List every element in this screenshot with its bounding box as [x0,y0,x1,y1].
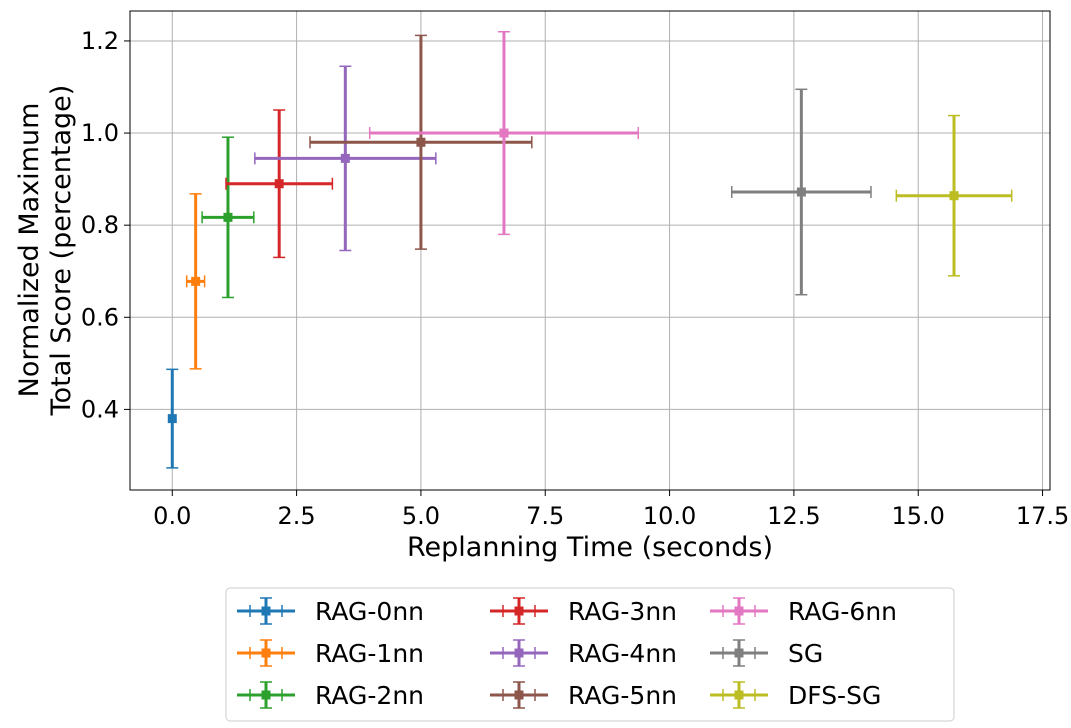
y-tick-label: 0.8 [81,211,119,239]
data-point [274,179,284,189]
y-axis: 0.4 0.6 0.8 1.0 1.2 [81,27,130,423]
error-bar-rag-2nn [201,136,255,299]
legend-label: RAG-1nn [315,639,424,668]
series-layer [166,30,1013,469]
error-bar-rag-5nn [309,34,533,250]
legend-label: RAG-4nn [568,639,677,668]
error-bar-sg [730,88,872,296]
y-axis-label-line-1-text: Normalized Maximum [14,103,45,398]
error-bar-rag-0nn [166,368,179,469]
legend-label: RAG-3nn [568,597,677,626]
x-tick-label: 10.0 [643,502,696,530]
legend: RAG-0nn RAG-1nn RAG-2nn RAG-3nn RAG-4nn RAG-5… [225,587,955,722]
legend-item-rag-4nn: RAG-4nn [490,639,677,668]
data-point [223,212,233,222]
data-point [499,128,509,138]
x-tick-label: 0.0 [153,502,191,530]
error-bar-dfs-sg [895,114,1013,277]
legend-marker [514,690,524,700]
legend-marker [261,648,271,658]
data-point [167,414,177,424]
x-tick-label: 2.5 [278,502,316,530]
legend-label: DFS-SG [788,681,881,710]
legend-label: RAG-6nn [788,597,897,626]
legend-item-rag-3nn: RAG-3nn [490,597,677,626]
legend-item-rag-2nn: RAG-2nn [237,681,424,710]
legend-item-rag-5nn: RAG-5nn [490,681,677,710]
legend-label: RAG-5nn [568,681,677,710]
y-tick-label: 0.4 [81,395,119,423]
legend-frame [225,587,955,722]
y-tick-label: 1.2 [81,27,119,55]
y-tick-label: 0.6 [81,303,119,331]
error-bar-rag-1nn [185,193,206,370]
data-point [949,191,959,201]
x-axis-label: Replanning Time (seconds) [407,532,773,563]
data-point [796,187,806,197]
legend-marker [734,690,744,700]
legend-label: RAG-2nn [315,681,424,710]
legend-item-dfs-sg: DFS-SG [710,681,881,710]
legend-marker [261,690,271,700]
legend-item-rag-0nn: RAG-0nn [237,597,424,626]
data-point [191,276,201,286]
legend-label: SG [788,639,823,668]
y-axis-label-line-2-text: Total Score (percentage) [46,85,77,417]
error-bar-rag-4nn [254,65,437,252]
grid [130,11,1050,490]
plot-background [130,11,1050,490]
plot-frame [129,10,1051,491]
data-point [416,137,426,147]
x-axis: 0.0 2.5 5.0 7.5 10.0 12.5 15.0 17.5 [153,490,1069,530]
legend-marker [514,648,524,658]
legend-marker [734,606,744,616]
legend-marker [734,648,744,658]
legend-label: RAG-0nn [315,597,424,626]
y-axis-label-group: Normalized Maximum Total Score (percenta… [14,85,77,417]
legend-item-rag-1nn: RAG-1nn [237,639,424,668]
legend-item-rag-6nn: RAG-6nn [710,597,897,626]
x-tick-label: 7.5 [526,502,564,530]
error-bar-rag-3nn [225,109,334,259]
x-tick-label: 5.0 [402,502,440,530]
error-bar-rag-6nn [368,30,639,236]
legend-item-sg: SG [710,639,823,668]
y-tick-label: 1.0 [81,119,119,147]
x-tick-label: 15.0 [891,502,944,530]
legend-marker [261,606,271,616]
x-tick-label: 17.5 [1016,502,1069,530]
legend-marker [514,606,524,616]
x-tick-label: 12.5 [767,502,820,530]
data-point [340,153,350,163]
